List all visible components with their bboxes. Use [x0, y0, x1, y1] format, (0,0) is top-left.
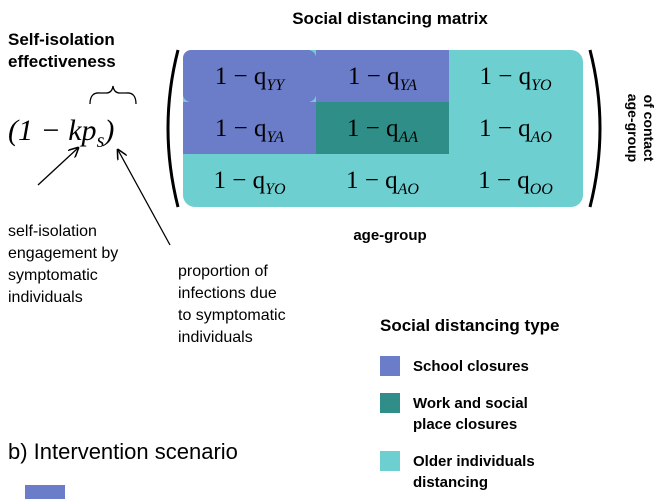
y-label: age-group [625, 94, 641, 162]
matrix-cell [316, 102, 449, 154]
left-title: Self-isolation [8, 30, 115, 49]
legend-title: Social distancing type [380, 316, 560, 335]
cell-sub: YA [267, 129, 285, 146]
cell-base: 1 − q [479, 115, 531, 142]
annotation: individuals [8, 289, 83, 306]
annotation: individuals [178, 329, 253, 346]
scenario-swatch [25, 485, 65, 499]
cell-text: 1 − qYA [348, 63, 417, 94]
cell-text: 1 − qOO [478, 167, 553, 198]
legend-swatch [380, 393, 400, 413]
matrix-cell [316, 50, 449, 102]
arrow [37, 148, 78, 186]
x-label: age-group [353, 227, 426, 244]
legend-label: distancing [413, 474, 488, 491]
annotation: engagement by [8, 245, 118, 262]
cell-base: 1 − q [347, 115, 399, 142]
cell-base: 1 − q [479, 63, 531, 90]
paren [588, 49, 602, 208]
cell-sub: AA [398, 129, 419, 146]
legend-swatch [380, 451, 400, 471]
cell-base: 1 − q [215, 115, 267, 142]
brace [89, 85, 137, 105]
cell-sub: YY [266, 77, 286, 94]
cell-sub: YO [265, 181, 286, 198]
cell-text: 1 − qAO [479, 115, 552, 146]
y-label: of contact [641, 95, 657, 162]
annotation: proportion of [178, 263, 268, 280]
arrow [118, 150, 171, 246]
cell-text: 1 − qYO [213, 167, 286, 198]
annotation: symptomatic [8, 267, 98, 284]
cell-sub: YO [531, 77, 552, 94]
matrix-cell [183, 102, 316, 154]
cell-text: 1 − qYA [215, 115, 284, 146]
formula-sub: s [97, 130, 105, 152]
cell-base: 1 − q [478, 167, 530, 194]
formula: (1 − kps) [8, 114, 114, 152]
left-title: effectiveness [8, 52, 116, 71]
legend-label: Older individuals [413, 453, 535, 470]
matrix-title: Social distancing matrix [292, 9, 488, 28]
legend-label: School closures [413, 358, 529, 375]
cell-text: 1 − qAO [346, 167, 419, 198]
cell-text: 1 − qYY [215, 63, 287, 94]
cell-base: 1 − q [213, 167, 265, 194]
annotation: infections due [178, 285, 277, 302]
legend-label: Work and social [413, 395, 528, 412]
cell-text: 1 − qYO [479, 63, 552, 94]
formula-base: (1 − kp [8, 114, 97, 147]
cell-base: 1 − q [348, 63, 400, 90]
formula-close: ) [102, 114, 114, 147]
cell-text: 1 − qAA [347, 115, 418, 146]
paren [166, 49, 180, 208]
cell-sub: AO [397, 181, 420, 198]
matrix-cell [183, 50, 316, 102]
cell-sub: YA [400, 77, 418, 94]
section-title: b) Intervention scenario [8, 439, 238, 464]
cell-sub: AO [530, 129, 553, 146]
annotation: self-isolation [8, 223, 97, 240]
cell-base: 1 − q [215, 63, 267, 90]
cell-base: 1 − q [346, 167, 398, 194]
annotation: to symptomatic [178, 307, 286, 324]
legend-swatch [380, 356, 400, 376]
cell-sub: OO [530, 181, 554, 198]
legend-label: place closures [413, 416, 517, 433]
